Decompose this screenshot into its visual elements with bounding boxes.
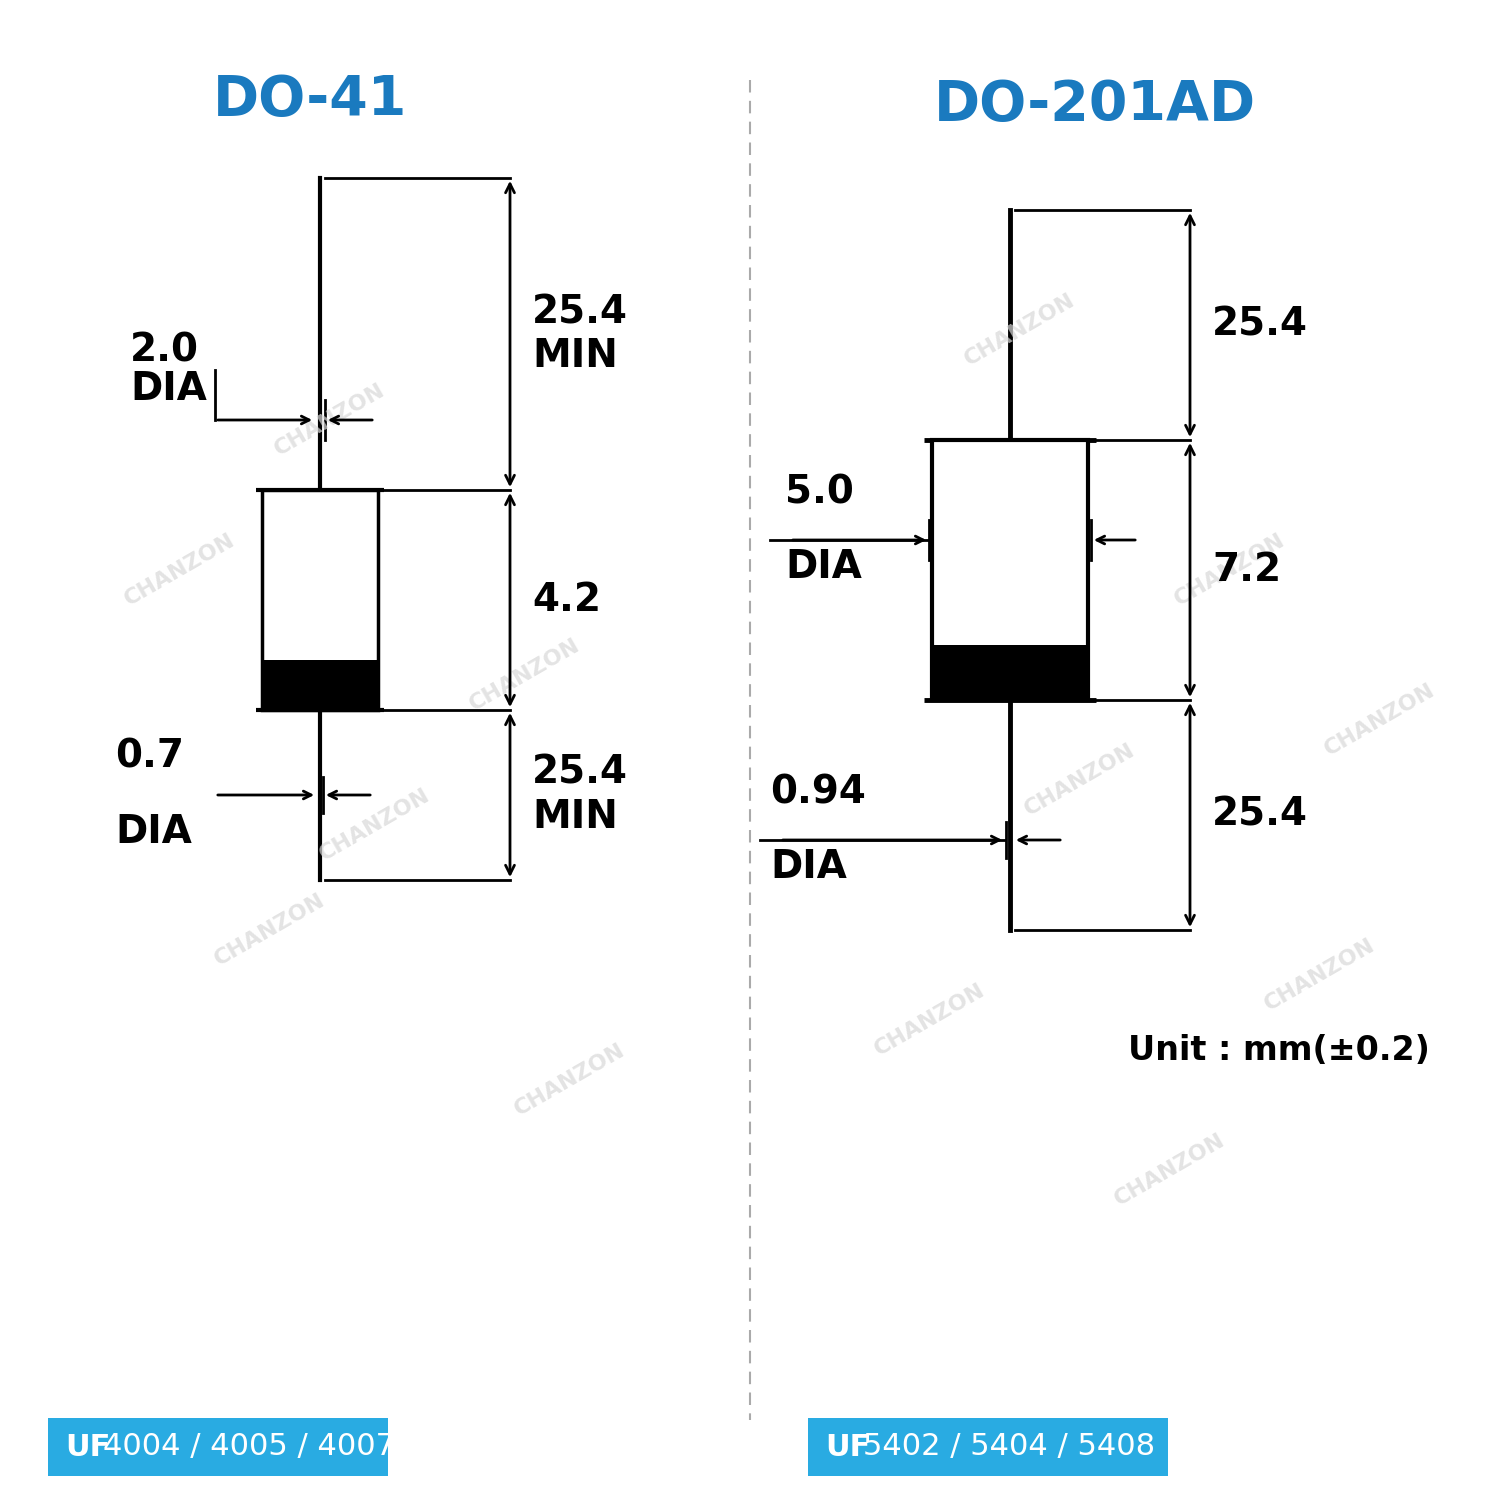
Bar (808, 1418, 1168, 1476)
Text: CHANZON: CHANZON (871, 981, 988, 1059)
Text: CHANZON: CHANZON (316, 786, 434, 864)
Bar (932, 645, 1088, 700)
Text: DIA: DIA (130, 370, 207, 408)
Text: 5402 / 5404 / 5408: 5402 / 5404 / 5408 (862, 1432, 1155, 1461)
Bar (262, 490, 378, 710)
Text: 5.0: 5.0 (784, 474, 853, 512)
Text: 25.4: 25.4 (1212, 306, 1308, 344)
Text: DO-41: DO-41 (213, 74, 406, 128)
Text: CHANZON: CHANZON (122, 531, 238, 609)
Text: CHANZON: CHANZON (512, 1041, 628, 1119)
Text: CHANZON: CHANZON (1112, 1131, 1228, 1209)
Text: CHANZON: CHANZON (962, 291, 1078, 369)
Text: 4004 / 4005 / 4007: 4004 / 4005 / 4007 (104, 1432, 394, 1461)
Bar (48, 1418, 388, 1476)
Text: Unit : mm(±0.2): Unit : mm(±0.2) (1128, 1034, 1430, 1066)
Text: DIA: DIA (784, 548, 862, 586)
Text: DO-201AD: DO-201AD (934, 78, 1256, 132)
Text: 0.94: 0.94 (770, 774, 865, 812)
Text: DIA: DIA (770, 847, 847, 886)
Bar (932, 440, 1088, 700)
Text: UF: UF (64, 1432, 111, 1461)
Text: 4.2: 4.2 (532, 580, 602, 620)
Text: 25.4
MIN: 25.4 MIN (532, 292, 628, 375)
Bar (262, 660, 378, 710)
Text: UF: UF (825, 1432, 870, 1461)
Text: DIA: DIA (116, 813, 192, 850)
Text: 0.7: 0.7 (116, 736, 184, 776)
Text: 7.2: 7.2 (1212, 550, 1281, 590)
Text: CHANZON: CHANZON (1022, 741, 1138, 819)
Text: CHANZON: CHANZON (1322, 681, 1438, 759)
Text: CHANZON: CHANZON (1172, 531, 1288, 609)
Text: CHANZON: CHANZON (211, 891, 328, 969)
Text: CHANZON: CHANZON (272, 381, 388, 459)
Text: CHANZON: CHANZON (466, 636, 584, 714)
Text: CHANZON: CHANZON (1262, 936, 1378, 1014)
Text: 2.0: 2.0 (130, 332, 200, 370)
Text: 25.4
MIN: 25.4 MIN (532, 754, 628, 836)
Text: 25.4: 25.4 (1212, 796, 1308, 834)
